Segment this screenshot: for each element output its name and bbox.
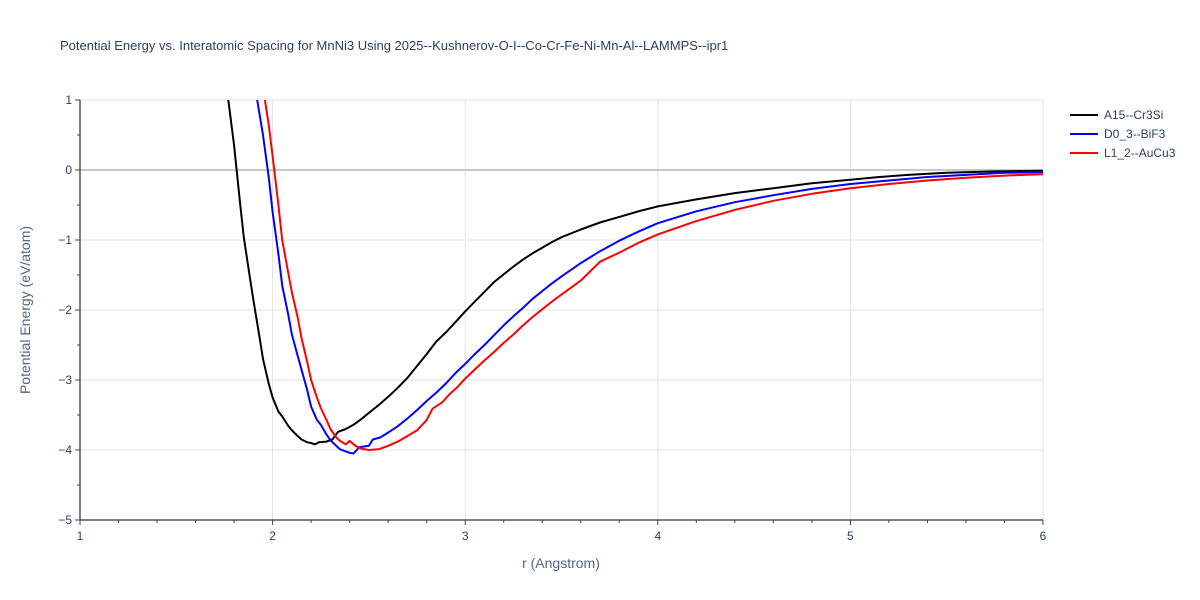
series-group: [227, 100, 1043, 455]
legend-label: A15--Cr3Si: [1104, 108, 1163, 122]
chart-title: Potential Energy vs. Interatomic Spacing…: [60, 38, 728, 53]
y-tick-label: −5: [58, 513, 72, 527]
x-tick-label: 5: [847, 529, 854, 543]
x-tick-label: 4: [654, 529, 661, 543]
legend-item-3[interactable]: L1_2--AuCu3: [1070, 146, 1176, 160]
x-tick-label: 3: [462, 529, 469, 543]
series-line-1: [227, 100, 1043, 446]
axes: [75, 99, 1044, 525]
y-tick-label: 1: [65, 93, 72, 107]
series-line-3: [263, 100, 1043, 451]
x-tick-label: 2: [269, 529, 276, 543]
x-tick-label: 1: [77, 529, 84, 543]
y-tick-label: −4: [58, 443, 72, 457]
y-tick-label: −2: [58, 303, 72, 317]
y-axis-title: Potential Energy (eV/atom): [17, 226, 33, 394]
legend-label: D0_3--BiF3: [1104, 127, 1166, 141]
y-tick-label: −1: [58, 233, 72, 247]
y-tick-label: 0: [65, 163, 72, 177]
legend-item-1[interactable]: A15--Cr3Si: [1070, 108, 1163, 122]
x-tick-labels: 1 2 3 4 5 6: [77, 529, 1047, 543]
y-tick-labels: 1 0 −1 −2 −3 −4 −5: [58, 93, 72, 527]
legend-item-2[interactable]: D0_3--BiF3: [1070, 127, 1166, 141]
legend-label: L1_2--AuCu3: [1104, 146, 1176, 160]
gridlines: [80, 99, 1044, 520]
legend[interactable]: A15--Cr3Si D0_3--BiF3 L1_2--AuCu3: [1070, 108, 1176, 160]
x-tick-label: 6: [1040, 529, 1047, 543]
y-tick-label: −3: [58, 373, 72, 387]
series-line-2: [256, 100, 1043, 455]
x-axis-title: r (Angstrom): [522, 555, 600, 571]
